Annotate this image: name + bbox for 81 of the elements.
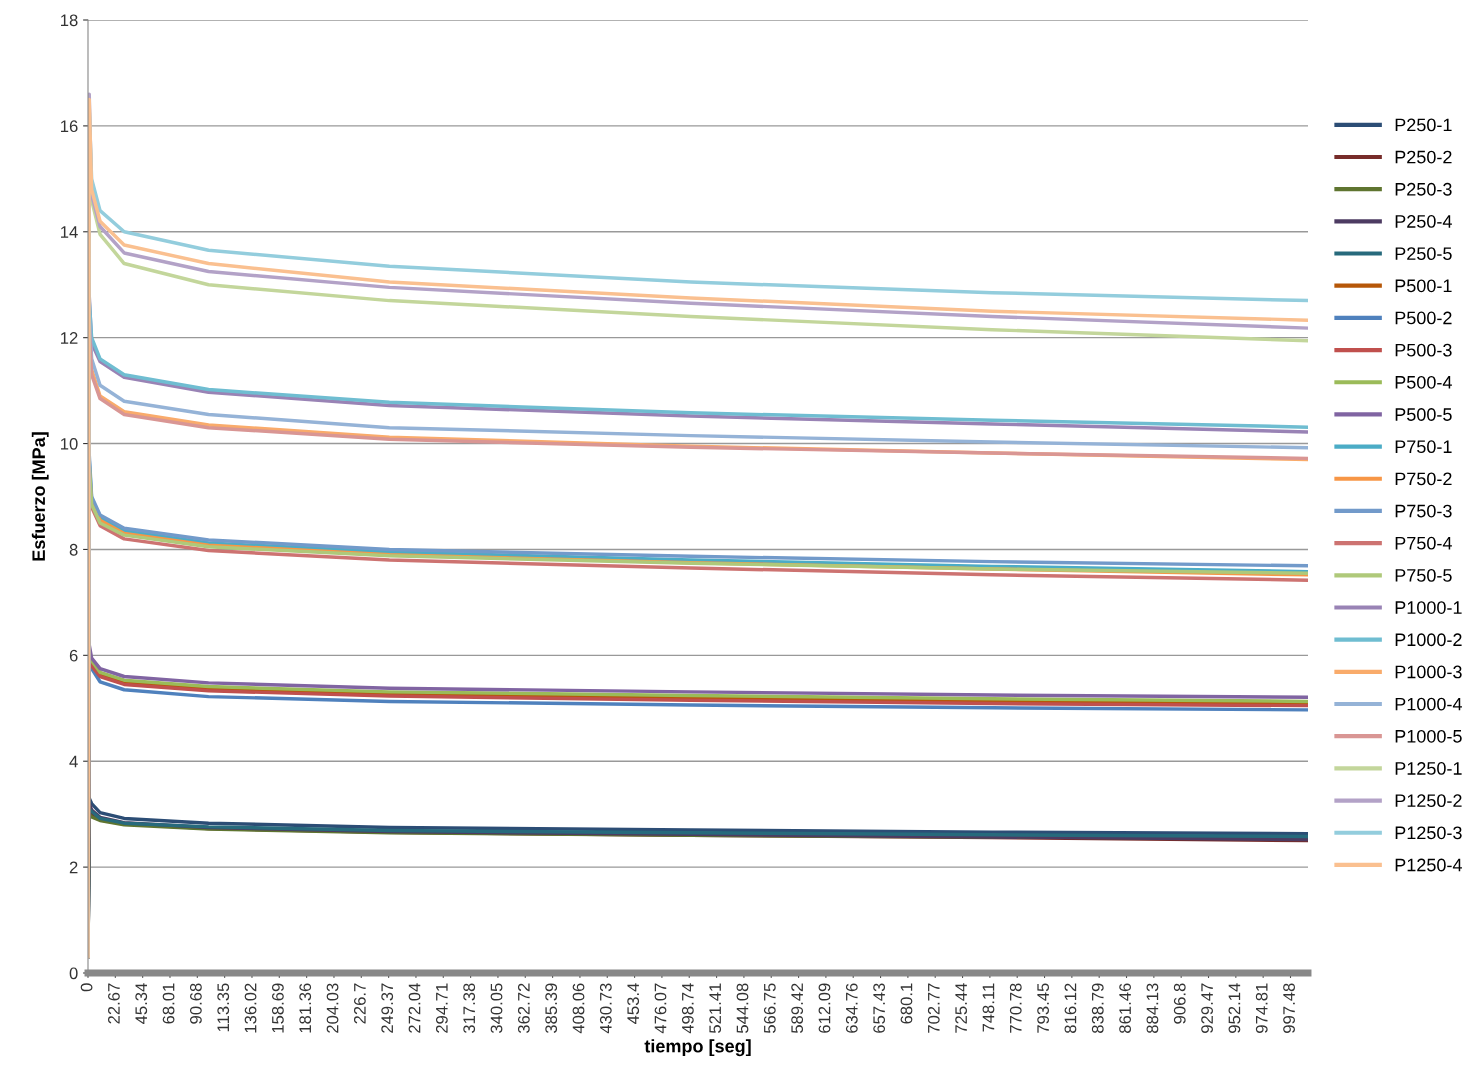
legend-label: P1000-4 [1395, 697, 1462, 711]
x-tick-label: 317.38 [463, 983, 476, 1034]
x-tick-label: 249.37 [381, 983, 394, 1033]
x-tick-label: 997.48 [1283, 983, 1295, 1033]
x-tick-label: 521.41 [709, 983, 722, 1034]
x-tick-label: 113.35 [217, 983, 230, 1032]
y-axis-title: Esfuerzo [MPa] [31, 432, 49, 561]
x-tick-label: 838.79 [1091, 983, 1104, 1033]
x-tick-label: 793.45 [1037, 983, 1049, 1033]
x-tick-label: 906.8 [1173, 983, 1186, 1024]
x-tick-label: 952.14 [1228, 983, 1241, 1033]
legend-label: P500-5 [1395, 408, 1452, 421]
y-tick-label: 0 [69, 967, 78, 980]
x-tick-label: 680.1 [900, 983, 913, 1024]
x-tick-label: 748.11 [982, 983, 995, 1032]
legend-label: P1000-2 [1395, 633, 1462, 647]
x-tick-label: 408.06 [572, 983, 585, 1034]
legend-label: P1250-3 [1395, 826, 1462, 840]
y-tick-label: 12 [61, 332, 78, 344]
x-tick-label: 816.12 [1064, 983, 1077, 1033]
legend-label: P250-1 [1395, 118, 1452, 132]
y-tick-label: 18 [61, 14, 78, 27]
x-tick-label: 861.46 [1119, 983, 1131, 1033]
x-tick-label: 340.05 [490, 983, 503, 1034]
x-tick-label: 226.7 [353, 983, 366, 1024]
legend-label: P500-2 [1395, 311, 1452, 325]
y-tick-label: 2 [69, 861, 78, 874]
x-tick-label: 770.78 [1009, 983, 1022, 1033]
x-tick-label: 362.72 [517, 983, 530, 1034]
legend-label: P1000-5 [1395, 729, 1462, 743]
y-tick-label: 4 [69, 755, 78, 768]
legend-label: P500-4 [1395, 375, 1452, 389]
legend-label: P750-2 [1395, 472, 1452, 486]
x-tick-label: 136.02 [244, 983, 257, 1033]
x-tick-label: 430.73 [599, 983, 612, 1034]
x-tick-label: 544.08 [736, 983, 749, 1034]
y-tick-label: 6 [69, 649, 78, 662]
x-tick-label: 566.75 [763, 983, 776, 1034]
x-tick-label: 702.77 [927, 983, 940, 1033]
x-tick-label: 498.74 [681, 983, 694, 1034]
legend-label: P1250-2 [1395, 794, 1462, 808]
x-tick-label: 45.34 [135, 983, 148, 1025]
y-tick-label: 14 [61, 226, 78, 238]
x-tick-label: 90.68 [189, 983, 202, 1024]
x-tick-label: 974.81 [1255, 983, 1268, 1033]
legend-label: P750-5 [1395, 569, 1452, 582]
legend-label: P1250-4 [1395, 858, 1462, 872]
legend-label: P1000-3 [1395, 665, 1462, 679]
legend-label: P1250-1 [1395, 762, 1462, 775]
x-tick-label: 929.47 [1201, 983, 1213, 1033]
x-tick-label: 204.03 [326, 983, 339, 1033]
legend-label: P250-3 [1395, 182, 1452, 196]
x-axis-title: tiempo [seg] [644, 1039, 751, 1057]
legend-label: P1000-1 [1395, 601, 1462, 614]
x-tick-label: 634.76 [845, 983, 858, 1033]
x-tick-label: 0 [80, 983, 93, 992]
legend-label: P250-2 [1395, 150, 1452, 164]
legend-label: P750-1 [1395, 440, 1452, 454]
legend-label: P250-5 [1395, 247, 1452, 261]
x-tick-label: 272.04 [408, 983, 421, 1033]
x-tick-label: 589.42 [791, 983, 804, 1034]
x-tick-label: 181.36 [299, 983, 312, 1033]
x-tick-label: 657.43 [873, 983, 886, 1033]
legend-label: P750-4 [1395, 536, 1452, 550]
legend-label: P500-3 [1395, 343, 1452, 357]
x-tick-label: 612.09 [818, 983, 831, 1033]
x-tick-label: 22.67 [108, 983, 120, 1024]
legend-label: P500-1 [1395, 279, 1452, 293]
x-tick-label: 476.07 [654, 983, 667, 1034]
x-tick-label: 68.01 [162, 983, 175, 1024]
x-tick-label: 725.44 [955, 983, 968, 1033]
y-tick-label: 16 [61, 120, 78, 133]
x-tick-label: 453.4 [627, 983, 640, 1025]
x-tick-label: 884.13 [1146, 983, 1159, 1033]
legend-label: P750-3 [1395, 504, 1452, 518]
legend-label: P250-4 [1395, 215, 1452, 228]
x-tick-label: 385.39 [545, 983, 558, 1034]
y-tick-label: 10 [61, 437, 78, 450]
x-tick-label: 158.69 [271, 983, 284, 1033]
x-tick-label: 294.71 [435, 983, 448, 1033]
y-tick-label: 8 [69, 543, 78, 556]
